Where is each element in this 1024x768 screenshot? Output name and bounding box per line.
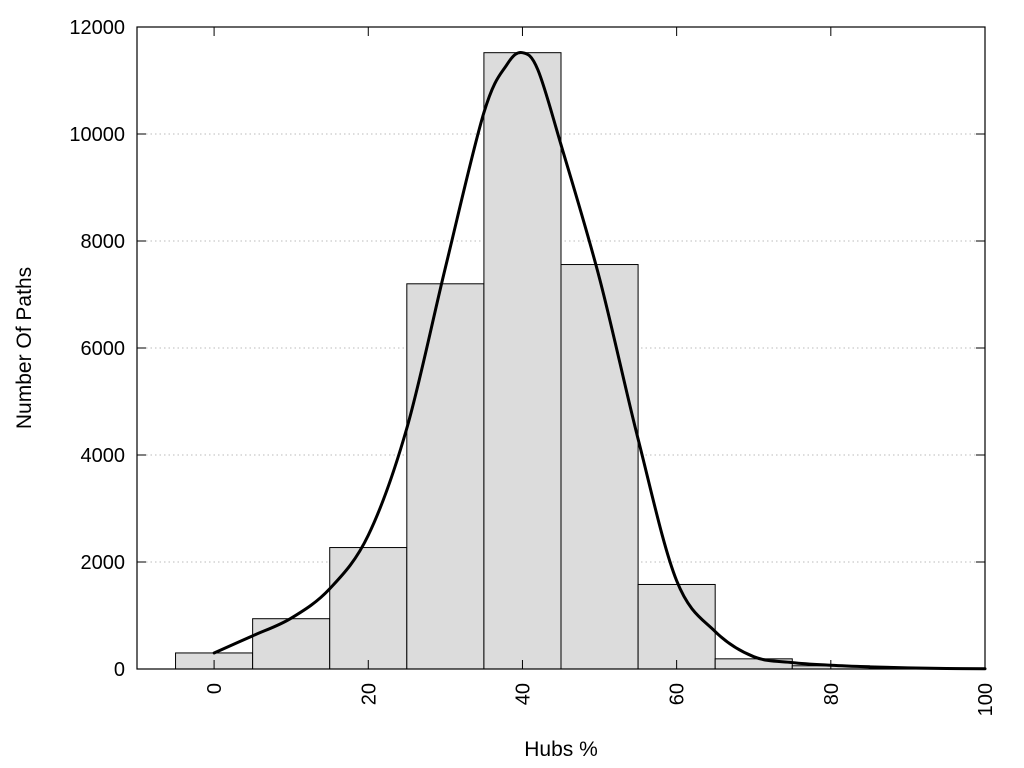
x-axis-title: Hubs % bbox=[524, 738, 598, 761]
y-tick-label: 0 bbox=[114, 659, 125, 681]
y-tick-label: 2000 bbox=[81, 552, 126, 574]
density-curve bbox=[212, 51, 987, 671]
x-tick-label: 100 bbox=[975, 683, 997, 716]
axis-ticks bbox=[137, 26, 986, 670]
histogram-bar bbox=[329, 547, 408, 670]
x-tick-label: 80 bbox=[821, 683, 843, 705]
histogram-bar bbox=[483, 52, 562, 670]
y-tick-label: 6000 bbox=[81, 338, 126, 360]
tick-labels: 0 2000 4000 6000 8000 10000 12000 0 20 40 60 80 100 bbox=[69, 17, 997, 716]
histogram-bars bbox=[175, 52, 947, 670]
histogram-bar bbox=[406, 283, 485, 670]
y-tick-label: 4000 bbox=[81, 445, 126, 467]
histogram-bar bbox=[560, 264, 639, 670]
histogram-bar bbox=[637, 583, 716, 670]
y-tick-label: 8000 bbox=[81, 231, 126, 253]
y-axis-title: Number Of Paths bbox=[13, 267, 36, 429]
x-tick-label: 60 bbox=[667, 683, 689, 705]
y-tick-label: 10000 bbox=[69, 124, 125, 146]
y-tick-label: 12000 bbox=[69, 17, 125, 39]
x-tick-label: 20 bbox=[358, 683, 380, 705]
histogram-bar bbox=[252, 618, 331, 670]
x-tick-label: 0 bbox=[204, 683, 226, 694]
x-tick-label: 40 bbox=[512, 683, 534, 705]
